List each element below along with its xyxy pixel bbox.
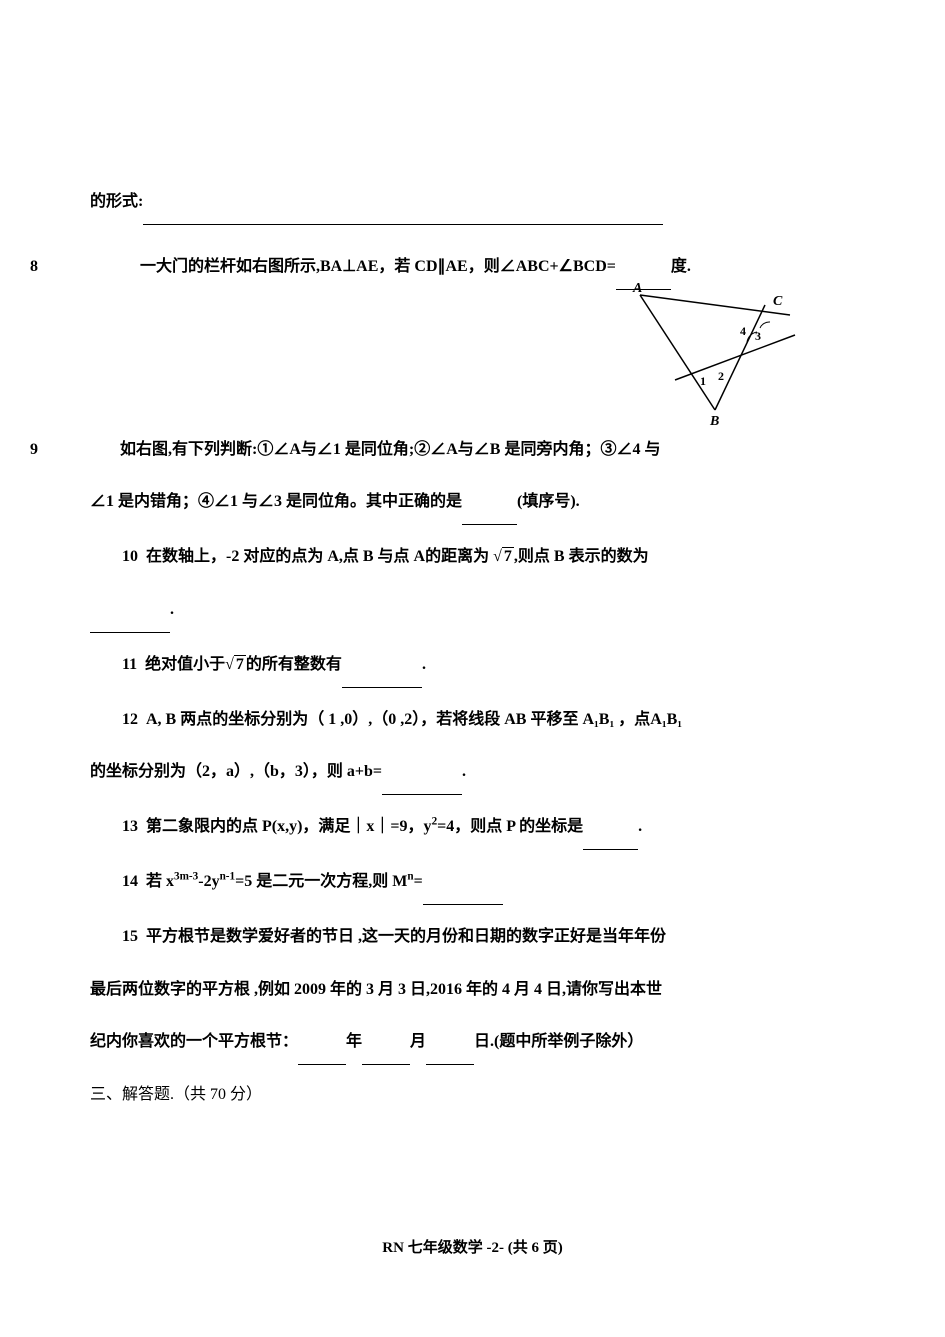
geometry-figure: A B C 1 2 3 4 [625, 280, 805, 449]
q15-before: 纪内你喜欢的一个平方根节： [90, 1033, 298, 1050]
label-C: C [773, 294, 783, 309]
q15-blank-day [426, 1049, 474, 1065]
q13-after: . [638, 818, 642, 835]
q12-line1: 12 A, B 两点的坐标分别为（ 1 ,0）,（0 ,2），若将线段 AB 平… [90, 698, 855, 743]
q10-blank [90, 617, 170, 633]
q13-before: 第二象限内的点 P(x,y)，满足｜x｜=9，y [146, 818, 432, 835]
q10-end: . [170, 601, 174, 618]
label-2: 2 [718, 369, 724, 383]
q11-num: 11 [122, 656, 137, 673]
q11-before: 绝对值小于 [145, 656, 225, 673]
section3: 三、解答题.（共 70 分） [90, 1073, 855, 1118]
q15-blank-year [298, 1049, 346, 1065]
q12-line2: 的坐标分别为（2，a）,（b，3），则 a+b=. [90, 750, 855, 795]
q14-line: 14 若 x3m-3-2yn-1=5 是二元一次方程,则 Mn= [90, 860, 855, 905]
q13-line: 13 第二象限内的点 P(x,y)，满足｜x｜=9，y2=4，则点 P 的坐标是… [90, 805, 855, 850]
q14-mid3: = [414, 873, 423, 890]
label-4: 4 [740, 324, 746, 338]
q12-text1: A, B 两点的坐标分别为（ 1 ,0）,（0 ,2），若将线段 AB 平移至 … [146, 711, 682, 728]
label-3: 3 [755, 329, 761, 343]
q11-line: 11 绝对值小于7的所有整数有. [90, 643, 855, 688]
q14-before: 若 x [146, 873, 174, 890]
q10-before: 在数轴上，-2 对应的点为 A,点 B 与点 A的距离为 [146, 548, 493, 565]
q15-month: 月 [410, 1033, 426, 1050]
q11-blank [342, 672, 422, 688]
q9-blank [462, 509, 517, 525]
q9-text1: 如右图,有下列判断:①∠A与∠1 是同位角;②∠A与∠B 是同旁内角；③∠4 与 [120, 441, 660, 458]
q7-tail: 的形式: [90, 180, 855, 225]
label-1: 1 [700, 374, 706, 388]
q14-mid2: =5 是二元一次方程,则 M [235, 873, 407, 890]
label-A: A [632, 281, 642, 296]
sqrt-icon: 7 [493, 535, 514, 580]
q12-after: . [462, 763, 466, 780]
q7-blank [143, 209, 663, 225]
section3-text: 三、解答题.（共 70 分） [90, 1086, 262, 1103]
q14-sup2: n-1 [220, 871, 236, 883]
q14-blank [423, 889, 503, 905]
q15-line2: 最后两位数字的平方根 ,例如 2009 年的 3 月 3 日,2016 年的 4… [90, 968, 855, 1013]
q9-num: 9 [30, 428, 38, 473]
q15-num: 15 [122, 928, 138, 945]
q13-blank [583, 834, 638, 850]
q15-line3: 纪内你喜欢的一个平方根节： 年 月 日.(题中所举例子除外） [90, 1020, 855, 1065]
q11-end: . [422, 656, 426, 673]
q9-line1: 9 如右图,有下列判断:①∠A与∠1 是同位角;②∠A与∠B 是同旁内角；③∠4… [90, 428, 855, 473]
q13-mid: =4，则点 P 的坐标是 [437, 818, 583, 835]
q9-text2-after: (填序号). [517, 493, 580, 510]
q8-text-before: 一大门的栏杆如右图所示,BA⊥AE，若 CD∥AE，则∠ABC+∠BCD= [140, 258, 616, 275]
sqrt-icon-2: 7 [225, 643, 246, 688]
page-footer: RN 七年级数学 -2- (共 6 页) [0, 1236, 945, 1257]
q7-prefix: 的形式: [90, 193, 143, 210]
q15-line1: 15 平方根节是数学爱好者的节日 ,这一天的月份和日期的数字正好是当年年份 [90, 915, 855, 960]
q11-after: 的所有整数有 [246, 656, 342, 673]
q14-sup1: 3m-3 [174, 871, 198, 883]
q15-text2: 最后两位数字的平方根 ,例如 2009 年的 3 月 3 日,2016 年的 4… [90, 981, 662, 998]
q14-mid1: -2y [198, 873, 219, 890]
q15-text1: 平方根节是数学爱好者的节日 ,这一天的月份和日期的数字正好是当年年份 [146, 928, 666, 945]
q9-line2: ∠1 是内错角；④∠1 与∠3 是同位角。其中正确的是 (填序号). [90, 480, 855, 525]
q13-num: 13 [122, 818, 138, 835]
q12-blank [382, 779, 462, 795]
q9-text2-before: ∠1 是内错角；④∠1 与∠3 是同位角。其中正确的是 [90, 493, 462, 510]
q8-num: 8 [30, 245, 38, 290]
q10-line2: . [90, 588, 855, 633]
q15-blank-month [362, 1049, 410, 1065]
q10-line1: 10 在数轴上，-2 对应的点为 A,点 B 与点 A的距离为 7,则点 B 表… [90, 535, 855, 580]
q14-num: 14 [122, 873, 138, 890]
q15-year: 年 [346, 1033, 362, 1050]
q15-day: 日.(题中所举例子除外） [474, 1033, 643, 1050]
q8-text-after: 度. [671, 258, 691, 275]
q10-num: 10 [122, 548, 138, 565]
q12-num: 12 [122, 711, 138, 728]
q10-after: ,则点 B 表示的数为 [514, 548, 649, 565]
footer-text: RN 七年级数学 -2- (共 6 页) [382, 1240, 562, 1256]
q12-before: 的坐标分别为（2，a）,（b，3），则 a+b= [90, 763, 382, 780]
